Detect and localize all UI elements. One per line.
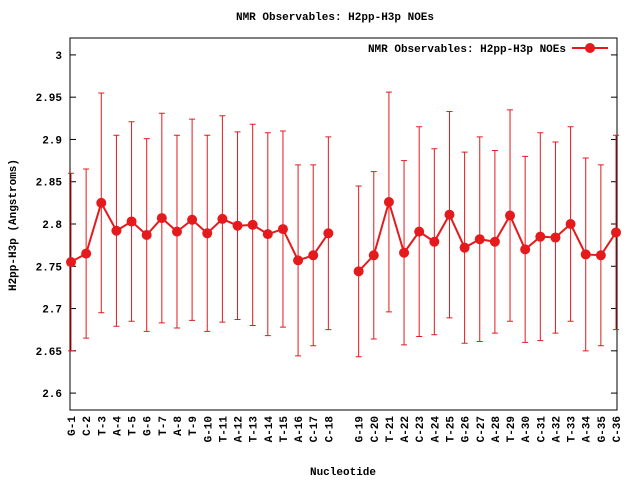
x-tick-label: C-23 [415, 416, 427, 443]
y-tick-label: 2.6 [42, 389, 62, 401]
x-tick-label: T-25 [445, 416, 457, 443]
point [96, 197, 107, 208]
x-tick-label: C-2 [82, 416, 94, 436]
point [156, 213, 167, 224]
x-tick-label: A-24 [430, 416, 442, 443]
point [611, 227, 621, 238]
x-tick-label: T-15 [279, 416, 291, 443]
point [580, 249, 591, 260]
point [308, 250, 319, 261]
x-tick-label: G-35 [597, 416, 609, 443]
point [444, 209, 455, 220]
point [247, 219, 258, 230]
x-tick-label: T-3 [97, 416, 109, 436]
x-tick-label: A-14 [264, 416, 276, 443]
y-tick-label: 2.9 [42, 135, 62, 147]
y-tick-label: 2.85 [36, 178, 63, 190]
point [565, 219, 576, 229]
point [111, 225, 122, 236]
x-tick-label: G-1 [67, 416, 79, 436]
point [489, 236, 500, 247]
point [323, 228, 334, 239]
x-tick-label: A-8 [173, 416, 185, 436]
point [232, 220, 243, 231]
point [217, 213, 228, 224]
point [262, 229, 273, 240]
chart-title: NMR Observables: H2pp-H3p NOEs [236, 12, 434, 24]
point [141, 229, 152, 240]
point [126, 216, 137, 227]
x-tick-label: T-29 [506, 416, 518, 442]
x-tick-label: A-12 [234, 416, 246, 442]
point [550, 232, 561, 243]
x-tick-label: A-28 [491, 416, 503, 443]
x-tick-label: A-4 [112, 416, 124, 436]
x-tick-label: T-5 [128, 416, 140, 436]
x-tick-label: G-19 [355, 416, 367, 442]
plot-border [69, 37, 618, 411]
point [187, 214, 198, 225]
point [202, 228, 213, 239]
point [293, 255, 304, 266]
x-tick-label: C-36 [612, 416, 624, 442]
point [459, 242, 470, 253]
x-tick-label: C-31 [536, 416, 548, 443]
x-tick-label: A-32 [551, 416, 563, 442]
legend-label: NMR Observables: H2pp-H3p NOEs [368, 44, 566, 56]
x-tick-label: T-33 [567, 416, 579, 443]
x-tick-label: G-10 [203, 416, 215, 442]
point [399, 247, 410, 258]
x-tick-label: A-22 [400, 416, 412, 442]
y-tick-label: 3 [55, 51, 62, 63]
y-tick-label: 2.8 [42, 220, 62, 232]
y-tick-label: 2.65 [36, 347, 63, 359]
point [429, 236, 440, 247]
y-tick-label: 2.95 [36, 93, 63, 105]
point [368, 250, 379, 261]
x-tick-label: C-27 [476, 416, 488, 442]
point [595, 250, 606, 261]
point [81, 248, 92, 259]
point [277, 224, 288, 235]
x-tick-label: T-13 [249, 416, 261, 443]
point [353, 266, 364, 277]
x-tick-label: A-34 [582, 416, 594, 443]
point [505, 210, 516, 221]
y-axis-label: H2pp-H3p (Angstroms) [8, 159, 20, 291]
y-tick-label: 2.7 [42, 305, 62, 317]
x-tick-label: A-16 [294, 416, 306, 442]
point [520, 244, 531, 255]
point [535, 231, 546, 242]
point [414, 226, 425, 237]
point [66, 257, 76, 268]
x-tick-label: T-7 [158, 416, 170, 436]
x-axis-label: Nucleotide [310, 467, 376, 479]
point [474, 234, 485, 245]
x-tick-label: C-17 [309, 416, 321, 442]
point [383, 197, 394, 208]
x-tick-label: C-18 [324, 416, 336, 443]
x-tick-label: T-21 [385, 416, 397, 443]
x-tick-label: C-20 [370, 416, 382, 442]
y-tick-label: 2.75 [36, 262, 63, 274]
x-tick-label: T-11 [218, 416, 230, 443]
x-tick-label: G-6 [143, 416, 155, 436]
x-tick-label: A-30 [521, 416, 533, 442]
series-line [70, 198, 617, 273]
point [171, 226, 182, 237]
x-tick-label: T-9 [188, 416, 200, 436]
x-tick-label: G-26 [461, 416, 473, 442]
legend-marker [585, 43, 595, 53]
